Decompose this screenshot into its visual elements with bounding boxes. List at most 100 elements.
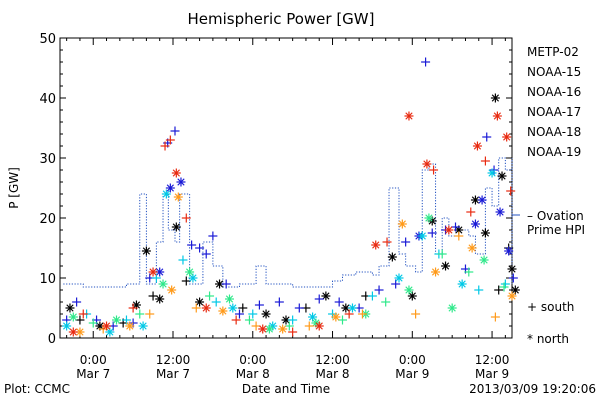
point-noaa-18-south — [145, 309, 155, 319]
point-metp-02-south — [238, 303, 248, 313]
point-metp-02-north — [507, 264, 517, 274]
point-noaa-17-north — [68, 312, 78, 322]
point-noaa-16-north — [347, 303, 357, 313]
point-noaa-18-north — [397, 219, 407, 229]
point-noaa-17-south — [499, 282, 509, 292]
point-noaa-15-south — [221, 279, 231, 289]
point-noaa-19-north — [314, 321, 324, 331]
point-noaa-17-north — [185, 267, 195, 277]
point-noaa-17-north — [479, 255, 489, 265]
legend: METP-02 NOAA-15 NOAA-16 NOAA-17 NOAA-18 NOAA-… — [512, 45, 585, 346]
point-noaa-16-north — [417, 231, 427, 241]
point-noaa-19-north — [404, 111, 414, 121]
point-noaa-16-south — [178, 255, 188, 265]
point-noaa-19-north — [258, 324, 268, 334]
point-metp-02-south — [494, 285, 504, 295]
point-metp-02-north — [155, 294, 165, 304]
point-noaa-17-north — [158, 279, 168, 289]
legend-noaa-17: NOAA-17 — [527, 105, 581, 119]
point-noaa-15-north — [504, 246, 514, 256]
point-noaa-15-north — [165, 183, 175, 193]
x-tick-label-date: Mar 9 — [395, 367, 429, 381]
point-metp-02-north — [490, 93, 500, 103]
point-metp-02-south — [75, 315, 85, 325]
point-metp-02-north — [141, 246, 151, 256]
point-noaa-17-south — [88, 318, 98, 328]
footer-plot-credit: Plot: CCMC — [4, 382, 70, 396]
point-noaa-19-south — [128, 303, 138, 313]
legend-noaa-18: NOAA-18 — [527, 125, 581, 139]
point-noaa-17-south — [338, 315, 347, 325]
y-tick-label: 10 — [39, 272, 56, 287]
point-noaa-17-south — [284, 321, 294, 331]
point-noaa-19-north — [502, 132, 512, 142]
chart-title: Hemispheric Power [GW] — [188, 10, 375, 28]
legend-noaa-16: NOAA-16 — [527, 85, 581, 99]
point-noaa-18-north — [173, 192, 183, 202]
legend-noaa-15: NOAA-15 — [527, 65, 581, 79]
point-noaa-17-north — [225, 294, 234, 304]
point-noaa-17-south — [437, 249, 447, 259]
point-noaa-15-south — [274, 297, 284, 307]
x-tick-label-time: 12:00 — [315, 353, 350, 367]
point-noaa-18-north — [125, 321, 135, 331]
y-tick-label: 0 — [48, 332, 56, 347]
point-noaa-19-south — [466, 207, 476, 217]
point-noaa-18-north — [167, 285, 177, 295]
point-noaa-17-south — [244, 315, 254, 325]
x-tick-label-time: 12:00 — [475, 353, 510, 367]
point-noaa-17-south — [381, 297, 391, 307]
legend-ovation-line1: – Ovation — [527, 209, 584, 223]
point-noaa-19-south — [344, 309, 354, 319]
x-tick-label-time: 0:00 — [80, 353, 107, 367]
point-noaa-19-south — [480, 156, 490, 166]
point-noaa-19-north — [371, 240, 381, 250]
point-noaa-17-south — [464, 267, 474, 277]
point-noaa-16-north — [457, 279, 467, 289]
point-metp-02-south — [148, 291, 158, 301]
point-noaa-18-south — [454, 231, 464, 241]
point-noaa-15-south — [427, 228, 437, 238]
point-metp-02-north — [497, 171, 507, 181]
point-noaa-15-north — [477, 195, 487, 205]
x-tick-label-date: Mar 8 — [315, 367, 349, 381]
point-noaa-19-north — [148, 267, 158, 277]
point-noaa-18-north — [467, 243, 477, 253]
point-metp-02-north — [321, 291, 331, 301]
point-noaa-18-north — [507, 291, 517, 301]
legend-ovation-line2: Prime HPI — [527, 223, 585, 237]
plot-frame — [59, 37, 513, 339]
point-noaa-19-north — [201, 303, 211, 313]
point-noaa-15-south — [334, 297, 344, 307]
point-noaa-16-south — [211, 297, 221, 307]
y-tick-label: 20 — [39, 212, 56, 227]
point-noaa-19-south — [506, 186, 516, 196]
point-noaa-17-north — [424, 213, 434, 223]
y-tick-label: 30 — [39, 152, 56, 167]
point-metp-02-north — [261, 309, 271, 319]
point-noaa-19-south — [231, 315, 241, 325]
point-noaa-15-south — [170, 126, 180, 136]
point-noaa-16-south — [474, 285, 484, 295]
point-noaa-15-south — [401, 237, 411, 247]
point-noaa-19-north — [492, 111, 502, 121]
point-noaa-15-north — [176, 177, 186, 187]
point-noaa-19-north — [422, 159, 432, 169]
point-noaa-18-north — [278, 324, 288, 334]
point-noaa-19-north — [171, 168, 181, 178]
point-noaa-16-north — [394, 273, 404, 283]
point-noaa-19-south — [181, 213, 191, 223]
point-noaa-19-north — [444, 225, 454, 235]
y-tick-label: 50 — [39, 32, 56, 47]
point-noaa-16-south — [367, 291, 377, 301]
point-noaa-18-north — [431, 267, 441, 277]
point-noaa-19-south — [78, 309, 88, 319]
point-noaa-18-south — [304, 321, 314, 331]
point-noaa-18-south — [191, 303, 201, 313]
legend-south: + south — [527, 300, 574, 314]
x-axis-label: Date and Time — [242, 382, 330, 396]
point-noaa-19-south — [160, 141, 170, 151]
point-metp-02-north — [281, 315, 291, 325]
x-tick-label-date: Mar 7 — [156, 367, 190, 381]
